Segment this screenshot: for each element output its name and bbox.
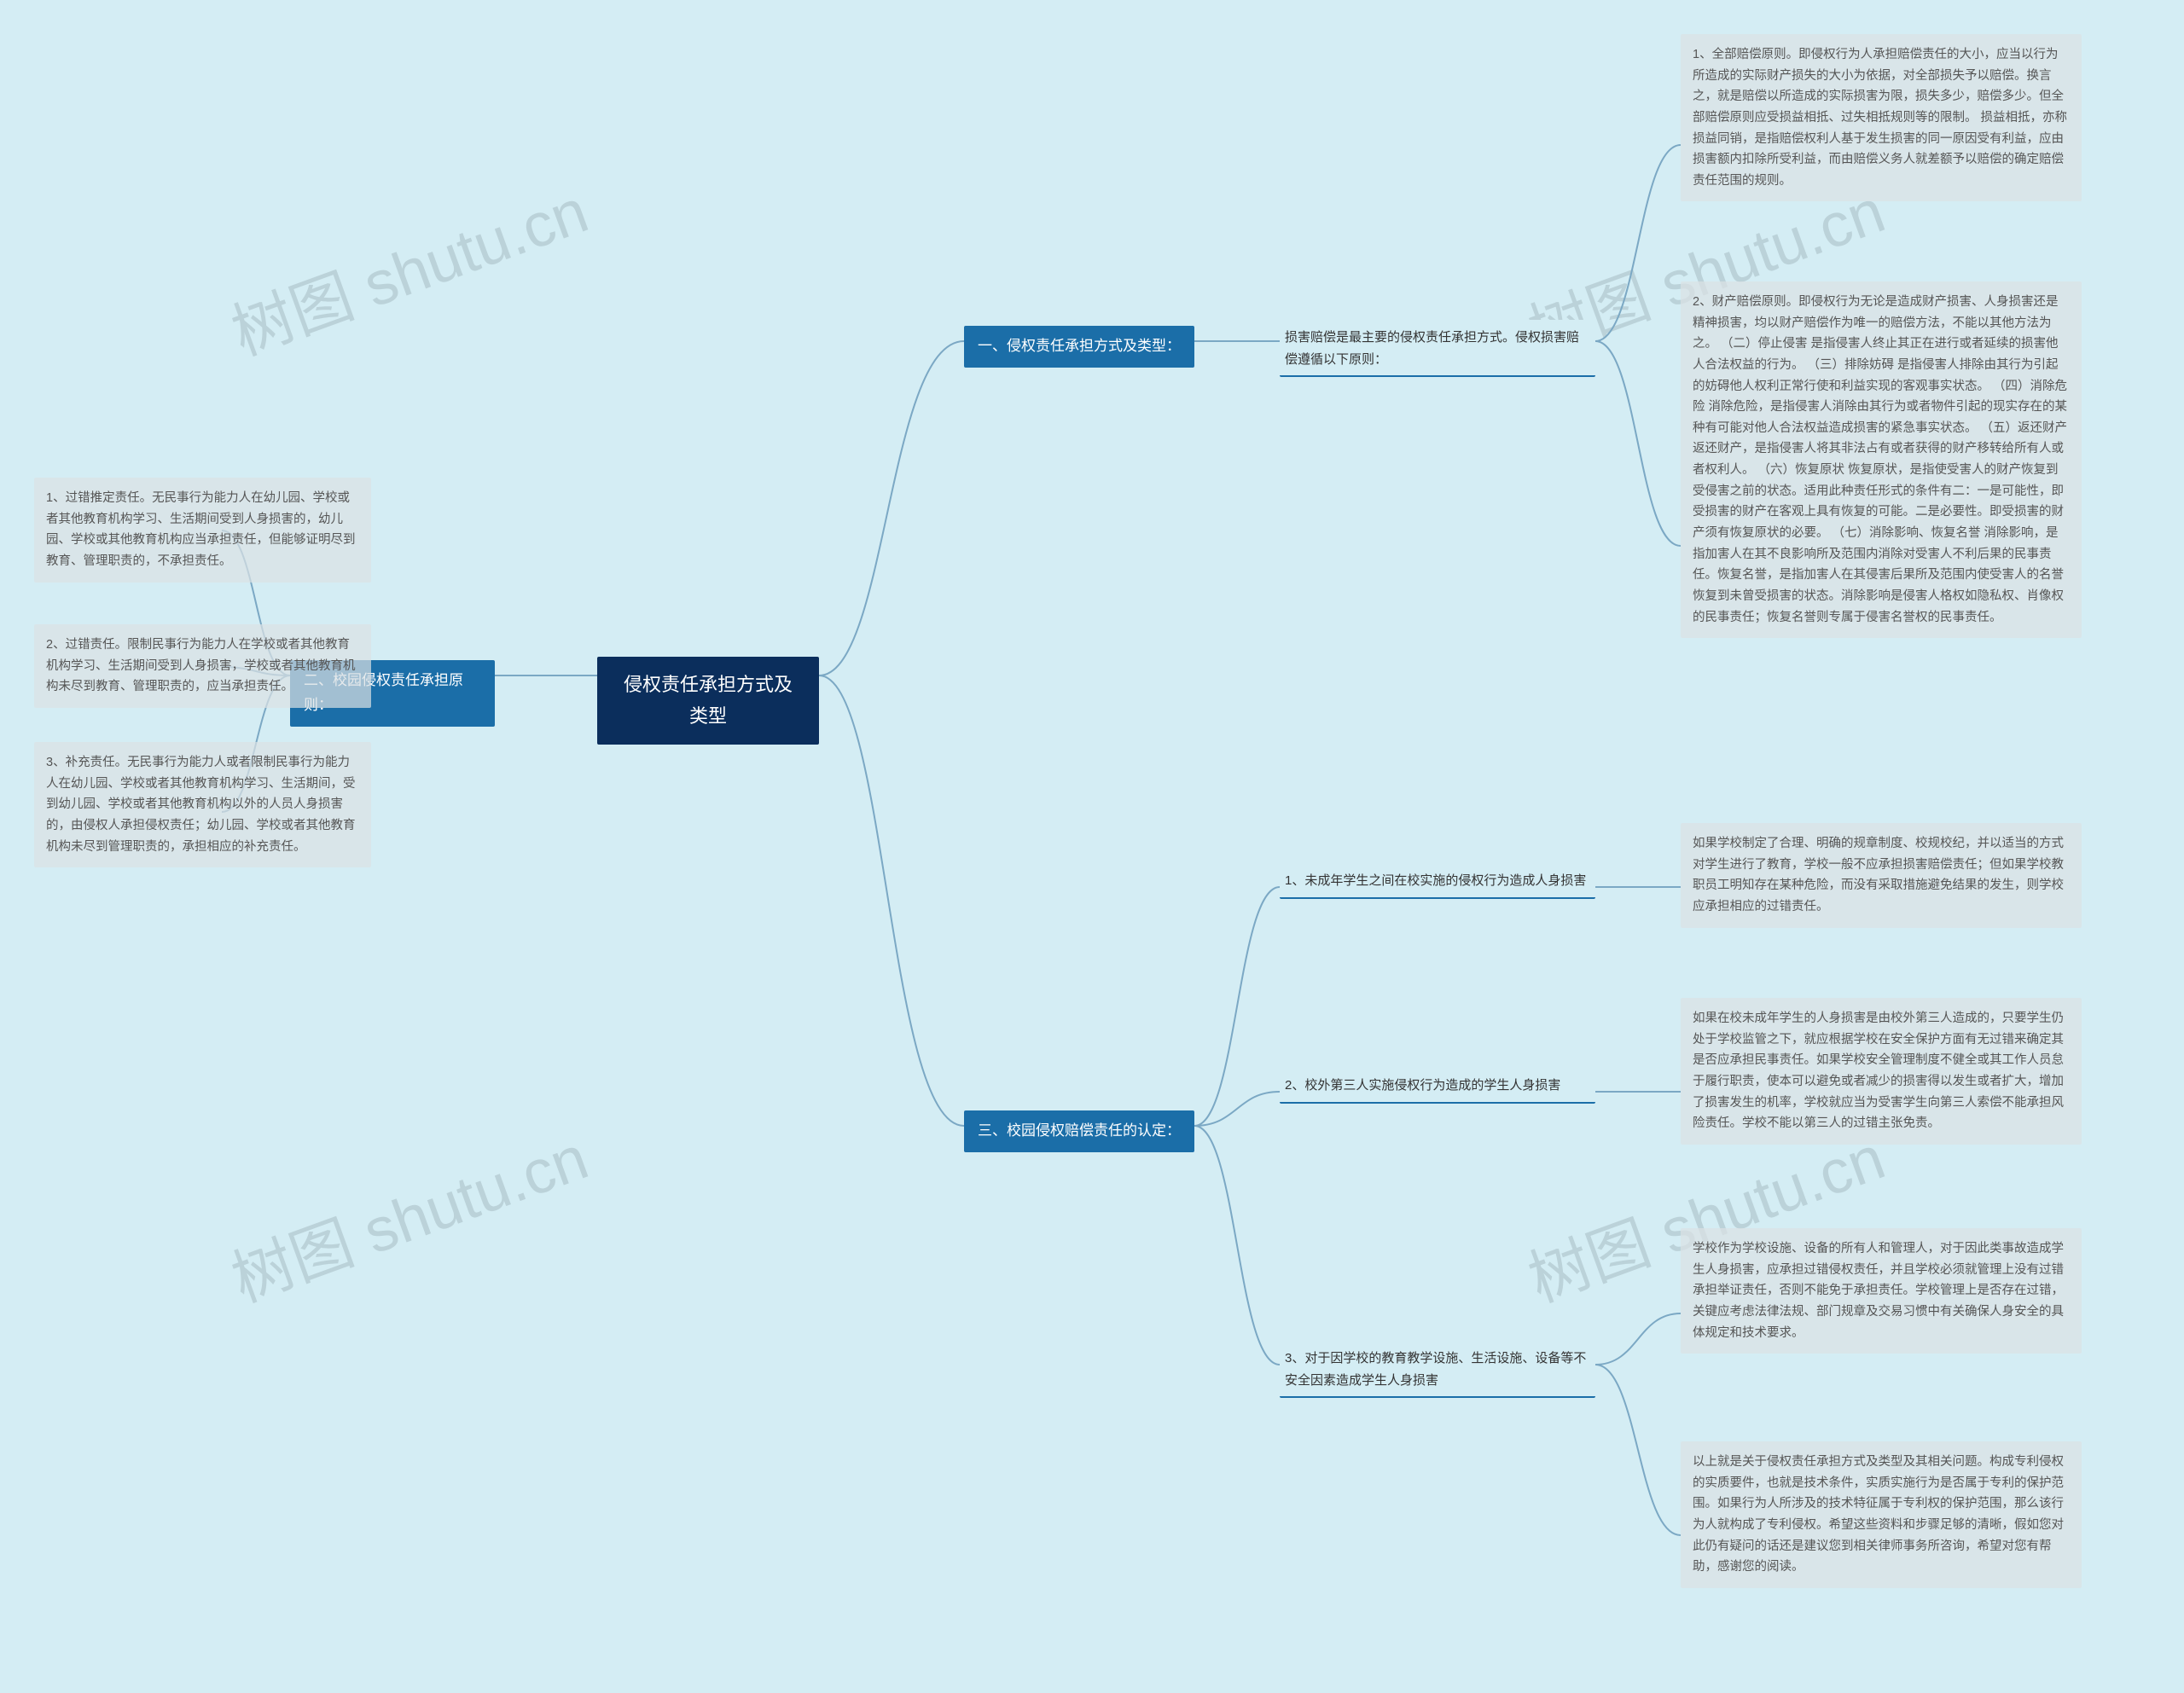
section-3-sub2-detail: 如果在校未成年学生的人身损害是由校外第三人造成的，只要学生仍处于学校监管之下，就… [1681,998,2082,1145]
section-3-sub1[interactable]: 1、未成年学生之间在校实施的侵权行为造成人身损害 [1280,863,1595,899]
watermark: 树图 shutu.cn [218,161,598,373]
section-2-p3: 3、补充责任。无民事行为能力人或者限制民事行为能力人在幼儿园、学校或者其他教育机… [34,742,371,867]
section-1-title[interactable]: 一、侵权责任承担方式及类型： [964,326,1194,368]
section-2-p2: 2、过错责任。限制民事行为能力人在学校或者其他教育机构学习、生活期间受到人身损害… [34,624,371,708]
section-3-title[interactable]: 三、校园侵权赔偿责任的认定： [964,1110,1194,1152]
watermark: 树图 shutu.cn [218,1108,598,1319]
section-3-sub3[interactable]: 3、对于因学校的教育教学设施、生活设施、设备等不安全因素造成学生人身损害 [1280,1341,1595,1398]
section-3-sub3-detail1: 学校作为学校设施、设备的所有人和管理人，对于因此类事故造成学生人身损害，应承担过… [1681,1228,2082,1354]
section-2-p1: 1、过错推定责任。无民事行为能力人在幼儿园、学校或者其他教育机构学习、生活期间受… [34,478,371,583]
section-3-sub1-detail: 如果学校制定了合理、明确的规章制度、校规校纪，并以适当的方式对学生进行了教育，学… [1681,823,2082,928]
section-1-p2: 2、财产赔偿原则。即侵权行为无论是造成财产损害、人身损害还是精神损害，均以财产赔… [1681,281,2082,638]
section-3-sub2[interactable]: 2、校外第三人实施侵权行为造成的学生人身损害 [1280,1068,1595,1104]
section-1-sub[interactable]: 损害赔偿是最主要的侵权责任承担方式。侵权损害赔偿遵循以下原则： [1280,320,1595,377]
root-node[interactable]: 侵权责任承担方式及类型 [597,657,819,745]
section-3-sub3-detail2: 以上就是关于侵权责任承担方式及类型及其相关问题。构成专利侵权的实质要件，也就是技… [1681,1441,2082,1588]
section-1-p1: 1、全部赔偿原则。即侵权行为人承担赔偿责任的大小，应当以行为所造成的实际财产损失… [1681,34,2082,201]
